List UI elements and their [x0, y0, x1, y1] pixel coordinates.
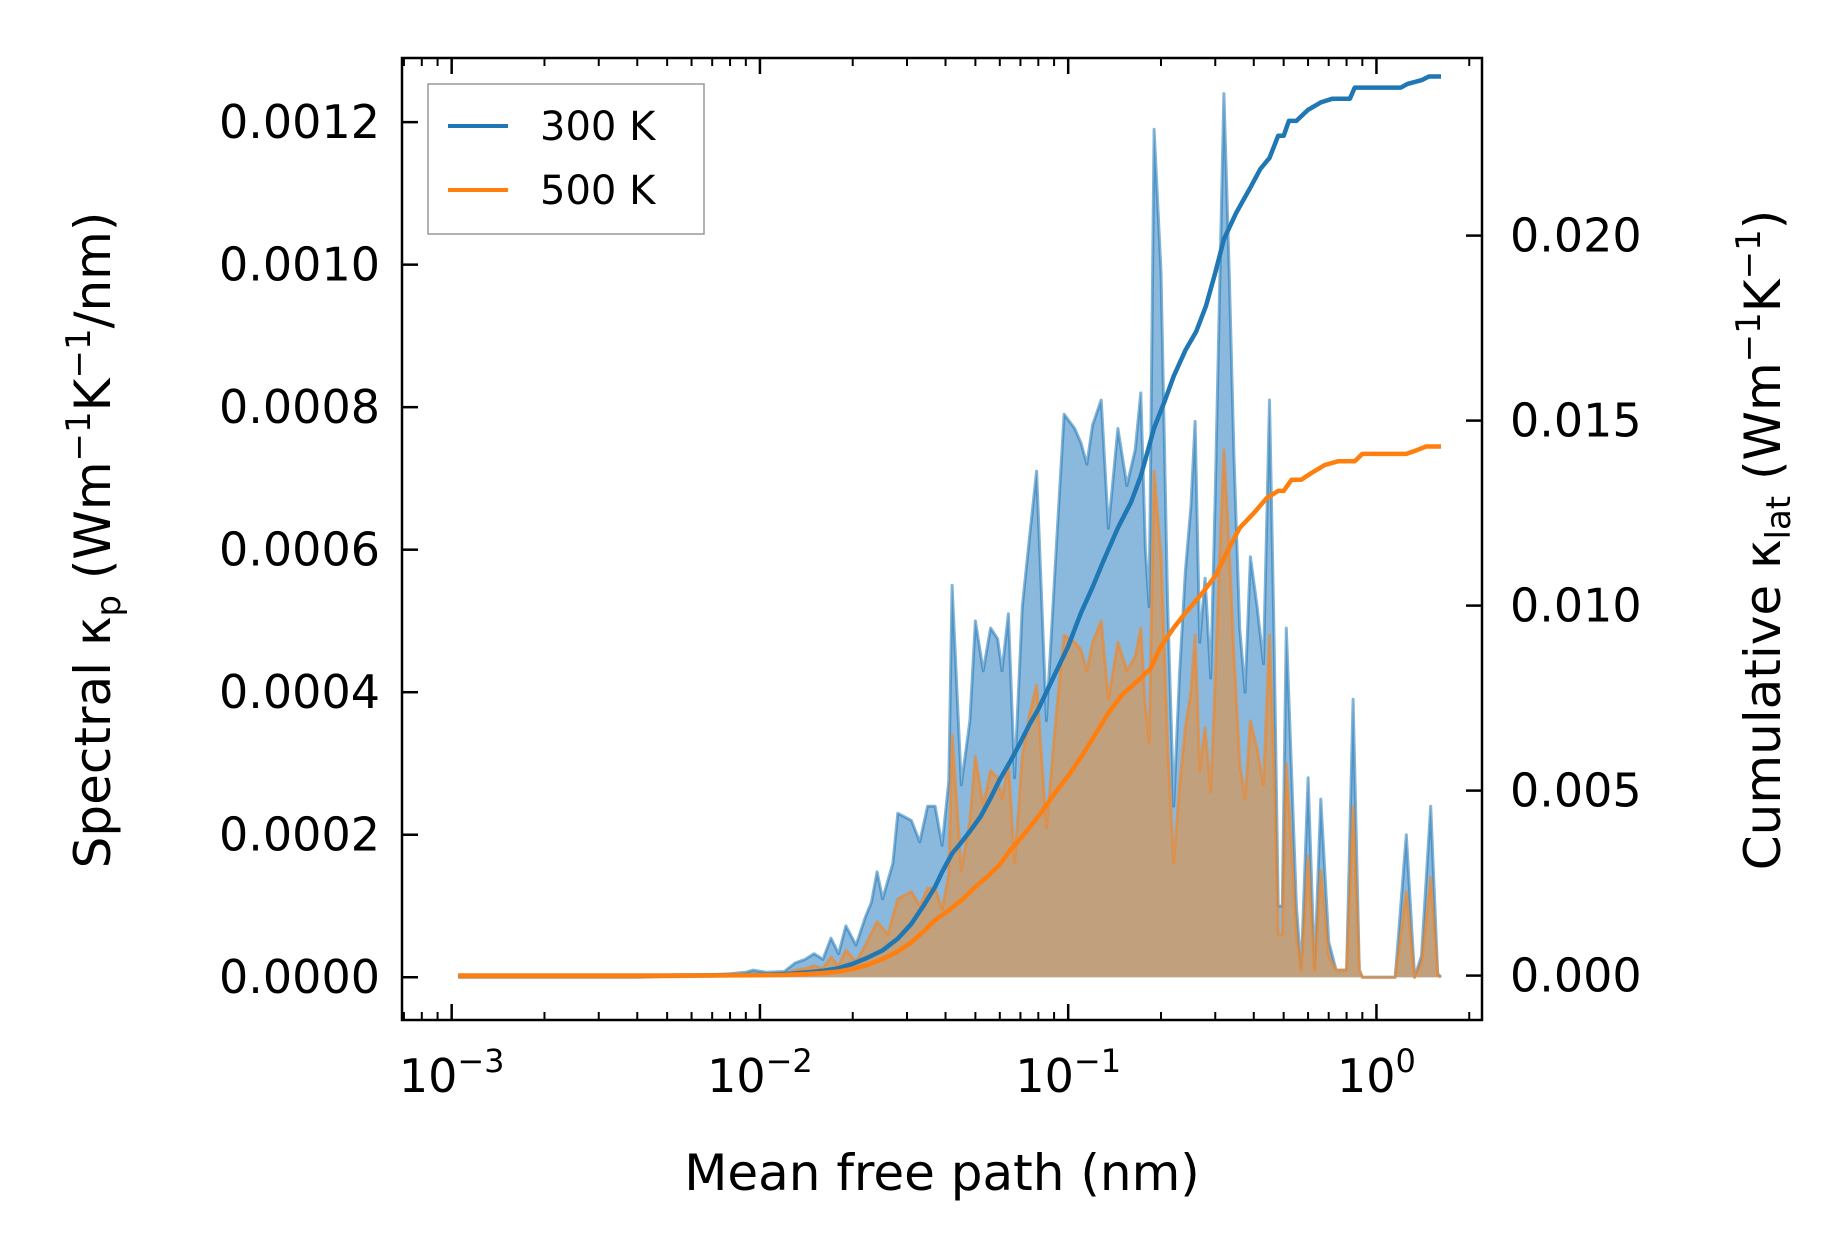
spectral-line-500k [458, 448, 1442, 979]
y-right-tick-label: 0.010 [1510, 579, 1642, 633]
x-tick-label: 10−2 [707, 1042, 813, 1103]
y-left-tick-label: 0.0004 [219, 665, 380, 719]
axis-ticks: 10−3 10−2 10−1 100 0.0000 0.0002 0.0004 0.0006 0… [219, 58, 1642, 1103]
legend-box [427, 83, 705, 235]
x-axis-title: Mean free path (nm) [684, 1144, 1200, 1202]
data-lines [458, 74, 1441, 978]
left-y-axis-title: Spectral κp (Wm−1K−1/nm) [59, 212, 129, 869]
y-right-tick-label: 0.005 [1510, 764, 1642, 818]
spectral-fills [458, 92, 1443, 979]
y-left-tick-label: 0.0000 [219, 950, 380, 1004]
y-right-tick-label: 0.020 [1510, 209, 1642, 263]
legend: 300 K 500 K [427, 83, 705, 235]
y-left-tick-label: 0.0006 [219, 523, 380, 577]
cumulative-line-500k [458, 444, 1441, 978]
y-left-tick-label: 0.0008 [219, 380, 380, 434]
y-left-tick-label: 0.0010 [219, 238, 380, 292]
legend-label-300k: 300 K [540, 104, 657, 150]
right-y-axis-title: Cumulative κlat (Wm−1K−1) [1729, 210, 1799, 870]
x-tick-label: 10−3 [399, 1042, 505, 1103]
y-left-tick-label: 0.0002 [219, 808, 380, 862]
y-left-tick-label: 0.0012 [219, 95, 380, 149]
spectral-fill-500k [458, 449, 1441, 978]
legend-label-500k: 500 K [540, 168, 657, 214]
x-tick-label: 100 [1337, 1042, 1416, 1103]
y-right-tick-label: 0.015 [1510, 394, 1642, 448]
cumulative-line-300k [458, 74, 1441, 978]
y-right-tick-label: 0.000 [1510, 949, 1642, 1003]
x-tick-label: 10−1 [1015, 1042, 1121, 1103]
plot-frame [400, 56, 1484, 1022]
